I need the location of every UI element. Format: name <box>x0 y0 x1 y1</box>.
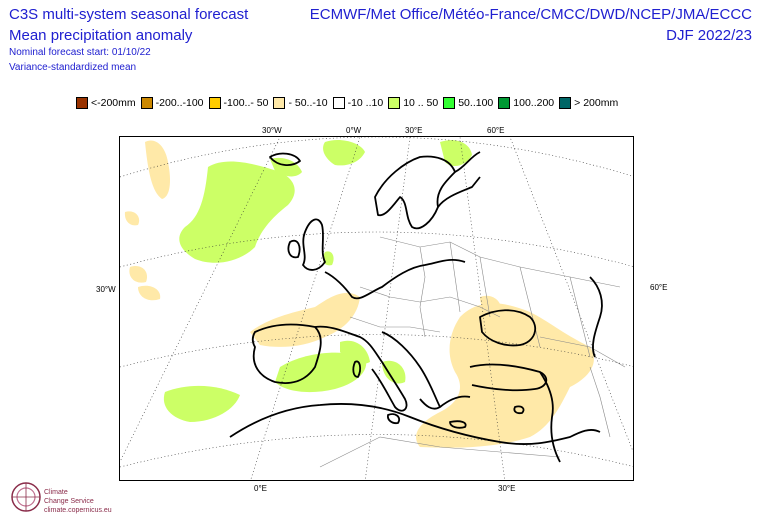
wet-area-north-atlantic <box>179 161 295 263</box>
legend-item: > 200mm <box>559 97 618 109</box>
bottom-lon-label-1: 0°E <box>254 484 267 493</box>
copernicus-logo <box>6 477 106 517</box>
legend-label: 100..200 <box>513 97 555 109</box>
legend-item: <-200mm <box>76 97 136 109</box>
coast-continental-europe <box>324 259 466 300</box>
legend-label: -100..- 50 <box>223 97 269 109</box>
legend-swatch <box>208 97 221 109</box>
legend-label: -200..-100 <box>155 97 204 109</box>
coast-scandinavia <box>374 155 456 230</box>
country-borders <box>319 236 626 468</box>
coast-finland-russia <box>437 151 481 208</box>
coast-turkey <box>469 363 548 392</box>
coastlines <box>229 151 603 463</box>
legend-swatch <box>388 97 401 109</box>
legend-label: <-200mm <box>91 97 136 109</box>
wet-area-tyrrhenian <box>382 360 406 384</box>
legend-swatch <box>498 97 511 109</box>
top-lon-label-2: 0°W <box>346 126 362 135</box>
coast-levant <box>539 371 561 463</box>
legend-label: 10 .. 50 <box>403 97 439 109</box>
legend-item: -200..-100 <box>140 97 204 109</box>
logo-text-line1: Climate <box>44 489 68 496</box>
wet-anomaly-areas <box>163 140 472 422</box>
coast-iceland <box>269 152 301 166</box>
method-label: Variance-standardized mean <box>9 62 137 73</box>
legend-label: 50..100 <box>458 97 494 109</box>
top-lon-label-3: 30°E <box>405 126 423 135</box>
legend-label: - 50..-10 <box>288 97 328 109</box>
anomaly-map <box>119 136 634 481</box>
coast-ireland <box>287 239 301 259</box>
left-lon-label: 30°W <box>96 285 116 294</box>
top-lon-label-1: 30°W <box>262 126 282 135</box>
legend-item: 50..100 <box>443 97 493 109</box>
forecast-start-label: Nominal forecast start: 01/10/22 <box>9 47 151 58</box>
legend: <-200mm -200..-100 -100..- 50 - 50..-10 -10 … <box>76 96 623 110</box>
title-line-1: C3S multi-system seasonal forecast <box>9 6 249 23</box>
coast-iberia <box>251 323 322 384</box>
legend-item: -10 ..10 <box>332 97 384 109</box>
dry-area-greenland-coast <box>145 140 170 199</box>
coast-sicily <box>386 413 401 425</box>
wet-area-norwegian-sea <box>323 140 365 166</box>
graticule <box>120 137 633 480</box>
legend-item: 10 .. 50 <box>388 97 438 109</box>
wet-area-alps-italy <box>340 340 370 364</box>
title-line-2: Mean precipitation anomaly <box>9 27 193 44</box>
legend-item: - 50..-10 <box>273 97 328 109</box>
coast-great-britain <box>302 218 326 271</box>
logo-text: Climate Change Service climate.copernicu… <box>44 488 112 515</box>
legend-swatch <box>559 97 572 109</box>
wet-area-atlantic-south <box>163 385 240 422</box>
dry-anomaly-areas <box>124 140 594 448</box>
coast-france-italy <box>314 325 408 412</box>
season-label: DJF 2022/23 <box>666 27 752 44</box>
right-lon-label: 60°E <box>650 283 668 292</box>
legend-swatch <box>76 97 88 109</box>
copernicus-logo-icon <box>11 482 41 512</box>
top-lon-label-4: 60°E <box>487 126 505 135</box>
legend-label: > 200mm <box>574 97 619 109</box>
coast-north-africa <box>229 403 601 445</box>
coast-balkans-greece <box>381 331 471 410</box>
logo-text-line3: climate.copernicus.eu <box>44 507 112 514</box>
map-canvas <box>120 137 633 480</box>
dry-area-mid-atlantic <box>138 285 161 301</box>
systems-label: ECMWF/Met Office/Météo-France/CMCC/DWD/N… <box>309 6 752 23</box>
dry-area-iberia-france <box>250 292 360 347</box>
coast-crete <box>449 420 467 429</box>
coast-sardinia-corsica <box>352 360 362 378</box>
legend-item: -100..- 50 <box>208 97 269 109</box>
logo-text-line2: Change Service <box>44 498 94 505</box>
legend-swatch <box>332 97 345 109</box>
wet-area-mediterranean-west <box>275 352 367 393</box>
dry-area-azores <box>129 266 148 283</box>
coast-caspian <box>589 276 603 358</box>
dry-area-atlantic-small <box>124 211 140 226</box>
legend-swatch <box>140 97 153 109</box>
coast-black-sea <box>479 309 537 347</box>
wet-area-barents <box>440 140 472 167</box>
legend-swatch <box>273 97 286 109</box>
legend-swatch <box>443 97 456 109</box>
bottom-lon-label-2: 30°E <box>498 484 516 493</box>
dry-area-eastern-mediterranean <box>416 303 594 448</box>
coast-cyprus <box>513 405 525 415</box>
legend-item: 100..200 <box>498 97 554 109</box>
legend-label: -10 ..10 <box>347 97 384 109</box>
